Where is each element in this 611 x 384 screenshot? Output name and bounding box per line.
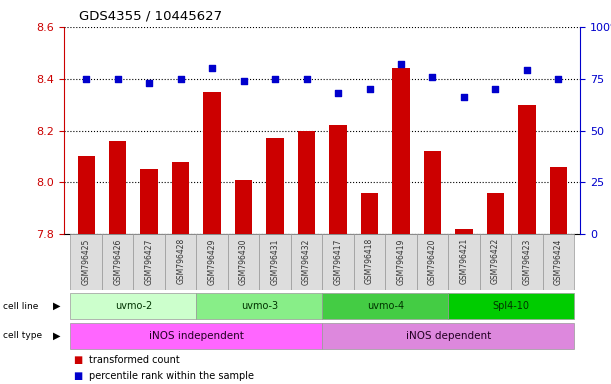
Bar xyxy=(448,293,574,319)
Bar xyxy=(102,234,133,290)
Text: ■: ■ xyxy=(73,355,82,365)
Text: uvmo-2: uvmo-2 xyxy=(115,301,152,311)
Bar xyxy=(448,234,480,290)
Text: ▶: ▶ xyxy=(53,331,60,341)
Bar xyxy=(361,193,378,234)
Point xyxy=(239,78,249,84)
Text: GSM796431: GSM796431 xyxy=(271,238,280,285)
Bar xyxy=(165,234,196,290)
Bar xyxy=(196,234,228,290)
Text: cell type: cell type xyxy=(3,331,42,340)
Text: GSM796418: GSM796418 xyxy=(365,238,374,285)
Bar xyxy=(196,293,323,319)
Text: iNOS independent: iNOS independent xyxy=(149,331,244,341)
Point xyxy=(207,65,217,71)
Bar xyxy=(70,293,196,319)
Bar xyxy=(109,141,126,234)
Point xyxy=(396,61,406,67)
Point xyxy=(522,67,532,73)
Bar xyxy=(291,234,323,290)
Bar xyxy=(228,234,259,290)
Text: GSM796425: GSM796425 xyxy=(82,238,90,285)
Bar xyxy=(455,229,473,234)
Text: uvmo-4: uvmo-4 xyxy=(367,301,404,311)
Bar xyxy=(392,68,409,234)
Bar xyxy=(386,234,417,290)
Bar xyxy=(172,162,189,234)
Text: GSM796426: GSM796426 xyxy=(113,238,122,285)
Point xyxy=(302,76,312,82)
Bar xyxy=(70,323,323,349)
Bar xyxy=(543,234,574,290)
Point xyxy=(176,76,186,82)
Text: GSM796432: GSM796432 xyxy=(302,238,311,285)
Text: GSM796420: GSM796420 xyxy=(428,238,437,285)
Text: GSM796422: GSM796422 xyxy=(491,238,500,285)
Text: GSM796417: GSM796417 xyxy=(334,238,343,285)
Bar xyxy=(323,234,354,290)
Bar xyxy=(266,138,284,234)
Text: GSM796428: GSM796428 xyxy=(176,238,185,285)
Text: ▶: ▶ xyxy=(53,301,60,311)
Point xyxy=(144,80,154,86)
Text: GSM796423: GSM796423 xyxy=(522,238,532,285)
Text: GSM796427: GSM796427 xyxy=(145,238,153,285)
Text: GSM796424: GSM796424 xyxy=(554,238,563,285)
Text: ■: ■ xyxy=(73,371,82,381)
Text: Spl4-10: Spl4-10 xyxy=(492,301,530,311)
Bar xyxy=(550,167,567,234)
Bar xyxy=(480,234,511,290)
Bar xyxy=(70,234,102,290)
Bar xyxy=(141,169,158,234)
Text: GDS4355 / 10445627: GDS4355 / 10445627 xyxy=(79,10,222,23)
Text: transformed count: transformed count xyxy=(89,355,180,365)
Text: cell line: cell line xyxy=(3,302,38,311)
Bar xyxy=(259,234,291,290)
Point xyxy=(270,76,280,82)
Point xyxy=(554,76,563,82)
Bar xyxy=(329,125,346,234)
Text: GSM796429: GSM796429 xyxy=(208,238,217,285)
Text: percentile rank within the sample: percentile rank within the sample xyxy=(89,371,254,381)
Bar xyxy=(424,151,441,234)
Bar xyxy=(354,234,386,290)
Text: uvmo-3: uvmo-3 xyxy=(241,301,278,311)
Bar xyxy=(417,234,448,290)
Point xyxy=(491,86,500,92)
Point xyxy=(81,76,91,82)
Text: GSM796419: GSM796419 xyxy=(397,238,406,285)
Bar xyxy=(298,131,315,234)
Point xyxy=(365,86,375,92)
Bar xyxy=(133,234,165,290)
Text: GSM796430: GSM796430 xyxy=(239,238,248,285)
Bar xyxy=(511,234,543,290)
Bar xyxy=(323,323,574,349)
Bar xyxy=(78,157,95,234)
Bar xyxy=(487,193,504,234)
Bar xyxy=(203,92,221,234)
Point xyxy=(428,74,437,80)
Bar xyxy=(518,104,536,234)
Text: GSM796421: GSM796421 xyxy=(459,238,469,285)
Point xyxy=(333,90,343,96)
Bar xyxy=(323,293,448,319)
Point xyxy=(113,76,123,82)
Bar xyxy=(235,180,252,234)
Point xyxy=(459,94,469,101)
Text: iNOS dependent: iNOS dependent xyxy=(406,331,491,341)
